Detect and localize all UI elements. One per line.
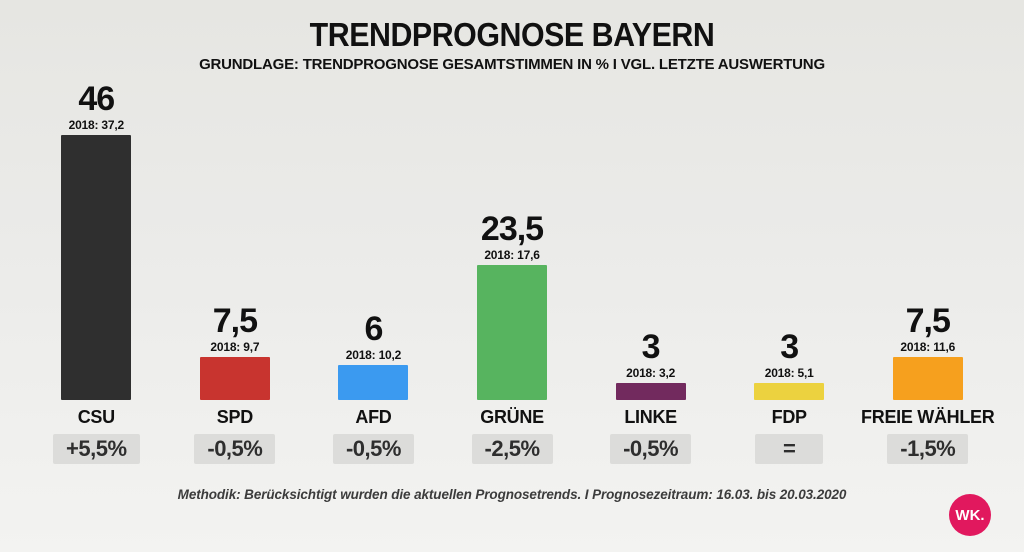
bar-area: 3 2018: 3,2 [581, 79, 720, 400]
previous-value-label: 2018: 11,6 [900, 340, 956, 354]
previous-value-label: 2018: 3,2 [626, 366, 676, 380]
party-name-label: CSU [77, 407, 115, 427]
previous-value-label: 2018: 10,2 [345, 348, 402, 362]
party-name-label: GRÜNE [480, 407, 544, 427]
change-badge: -0,5% [332, 434, 414, 464]
party-column: 7,5 2018: 9,7 SPD -0,5% [166, 79, 305, 464]
value-label: 7,5 [212, 302, 258, 340]
previous-value-label: 2018: 17,6 [484, 248, 540, 262]
page-title: TRENDPROGNOSE BAYERN [309, 16, 715, 53]
party-name-label: AFD [355, 407, 392, 427]
wk-logo: WK. [949, 494, 991, 536]
page-subtitle: GRUNDLAGE: TRENDPROGNOSE GESAMTSTIMMEN I… [199, 56, 825, 73]
value-label: 3 [780, 328, 799, 366]
bar-area: 7,5 2018: 11,6 [858, 79, 997, 400]
value-label: 7,5 [905, 302, 951, 340]
bar [754, 383, 825, 400]
party-name-label: FDP [771, 407, 807, 427]
party-name-label: LINKE [624, 407, 677, 427]
bar [338, 365, 409, 400]
party-column: 7,5 2018: 11,6 FREIE WÄHLER -1,5% [858, 79, 997, 464]
bar [615, 383, 686, 400]
party-column: 6 2018: 10,2 AFD -0,5% [304, 79, 443, 464]
party-name-label: SPD [216, 407, 253, 427]
change-badge: +5,5% [53, 434, 140, 464]
bar [199, 357, 270, 400]
change-badge: -0,5% [194, 434, 276, 464]
previous-value-label: 2018: 37,2 [68, 118, 125, 132]
bar [61, 135, 132, 400]
party-column: 46 2018: 37,2 CSU +5,5% [27, 79, 166, 464]
bar [477, 265, 548, 400]
bar-area: 46 2018: 37,2 [27, 79, 166, 400]
bar-area: 7,5 2018: 9,7 [166, 79, 305, 400]
value-label: 46 [78, 80, 115, 118]
header: TRENDPROGNOSE BAYERN GRUNDLAGE: TRENDPRO… [0, 0, 1024, 73]
change-badge: -2,5% [471, 434, 553, 464]
value-label: 23,5 [480, 210, 544, 248]
party-name-label: FREIE WÄHLER [861, 407, 995, 427]
bar-area: 3 2018: 5,1 [720, 79, 859, 400]
party-column: 23,5 2018: 17,6 GRÜNE -2,5% [443, 79, 582, 464]
bar-area: 23,5 2018: 17,6 [443, 79, 582, 400]
bar-area: 6 2018: 10,2 [304, 79, 443, 400]
previous-value-label: 2018: 5,1 [764, 366, 814, 380]
previous-value-label: 2018: 9,7 [210, 340, 260, 354]
methodology-note: Methodik: Berücksichtigt wurden die aktu… [177, 487, 847, 502]
bar [892, 357, 963, 400]
value-label: 6 [364, 310, 383, 348]
party-column: 3 2018: 5,1 FDP = [720, 79, 859, 464]
change-badge: -0,5% [610, 434, 692, 464]
bar-chart: 46 2018: 37,2 CSU +5,5% 7,5 2018: 9,7 SP… [0, 79, 1024, 464]
party-column: 3 2018: 3,2 LINKE -0,5% [581, 79, 720, 464]
change-badge: = [755, 434, 824, 464]
value-label: 3 [641, 328, 661, 366]
change-badge: -1,5% [887, 434, 969, 464]
